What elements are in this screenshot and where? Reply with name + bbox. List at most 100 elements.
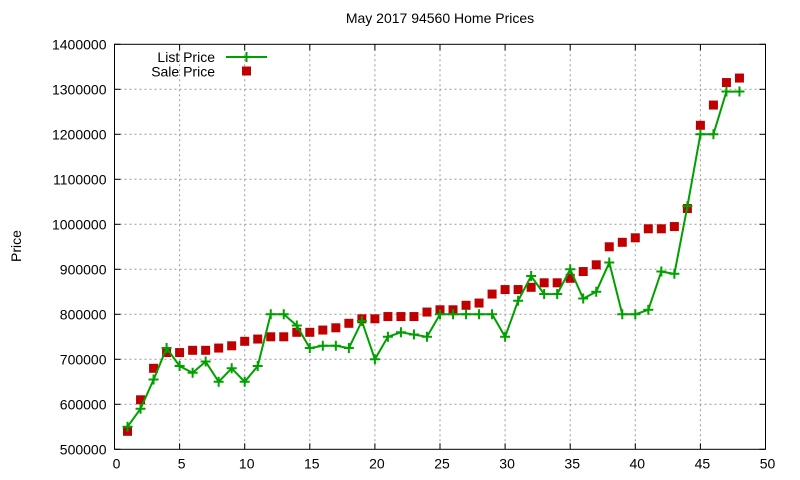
- legend-sale-price-label: Sale Price: [151, 64, 215, 80]
- list-price-marker: [148, 374, 159, 385]
- sale-price-marker: [305, 327, 315, 337]
- sale-price-marker: [188, 345, 198, 355]
- list-price-marker: [552, 289, 563, 300]
- x-tick-label: 40: [630, 455, 646, 471]
- list-price-marker: [565, 264, 576, 275]
- list-price-marker: [317, 340, 328, 351]
- list-price-marker: [734, 86, 745, 97]
- sale-price-marker: [539, 278, 549, 288]
- y-tick-label: 1400000: [52, 36, 107, 52]
- y-tick-label: 1000000: [52, 216, 107, 232]
- sale-price-marker: [487, 289, 497, 299]
- sale-price-marker: [474, 298, 484, 308]
- sale-price-marker: [344, 318, 354, 328]
- list-price-marker: [643, 304, 654, 315]
- list-price-marker: [330, 340, 341, 351]
- y-tick-label: 700000: [60, 351, 107, 367]
- sale-price-marker: [227, 341, 237, 351]
- sale-price-marker: [630, 233, 640, 243]
- sale-price-marker: [214, 343, 224, 353]
- list-price-marker: [526, 271, 537, 282]
- y-tick-label: 1100000: [53, 171, 107, 187]
- sale-price-marker: [578, 267, 588, 277]
- sale-price-marker: [695, 120, 705, 130]
- list-price-marker: [135, 403, 146, 414]
- list-price-marker: [421, 331, 432, 342]
- sale-price-marker: [669, 222, 679, 232]
- list-price-marker: [200, 356, 211, 367]
- x-tick-label: 15: [304, 455, 320, 471]
- list-price-marker: [356, 316, 367, 327]
- y-tick-label: 1300000: [52, 81, 107, 97]
- legend-list-price-sample-marker: [241, 52, 252, 62]
- list-price-marker: [474, 309, 485, 320]
- list-price-marker: [291, 320, 302, 331]
- sale-price-marker: [708, 100, 718, 110]
- list-price-marker: [682, 201, 693, 212]
- x-tick-label: 35: [564, 455, 580, 471]
- list-price-marker: [226, 363, 237, 374]
- sale-price-marker: [526, 282, 536, 292]
- sale-price-marker: [617, 237, 627, 247]
- sale-price-marker: [175, 348, 185, 358]
- sale-price-marker: [383, 312, 393, 322]
- list-price-marker: [252, 361, 263, 372]
- x-tick-label: 20: [369, 455, 385, 471]
- x-tick-label: 45: [695, 455, 711, 471]
- list-price-marker: [395, 327, 406, 338]
- list-price-marker: [213, 376, 224, 387]
- sale-price-marker: [721, 78, 731, 88]
- list-price-marker: [408, 329, 419, 340]
- list-price-marker: [630, 309, 641, 320]
- y-tick-label: 1200000: [52, 126, 107, 142]
- sale-price-marker: [409, 312, 419, 322]
- sale-price-marker: [149, 363, 159, 373]
- list-price-marker: [265, 309, 276, 320]
- sale-price-marker: [136, 395, 146, 405]
- list-price-marker: [539, 289, 550, 300]
- x-tick-label: 25: [434, 455, 450, 471]
- sale-price-marker: [422, 307, 432, 317]
- list-price-marker: [161, 343, 172, 354]
- list-price-marker: [239, 376, 250, 387]
- list-price-marker: [122, 421, 133, 432]
- sale-price-marker: [643, 224, 653, 234]
- x-tick-label: 5: [178, 455, 186, 471]
- sale-price-marker: [331, 323, 341, 333]
- list-price-marker: [461, 309, 472, 320]
- sale-price-marker: [279, 332, 289, 342]
- y-tick-label: 500000: [60, 441, 107, 457]
- sale-price-marker: [565, 273, 575, 283]
- list-price-line: [126, 90, 740, 428]
- sale-price-marker: [253, 334, 263, 344]
- list-price-marker: [187, 367, 198, 378]
- list-price-marker: [578, 293, 589, 304]
- chart-title: May 2017 94560 Home Prices: [345, 10, 535, 26]
- list-price-marker: [369, 354, 380, 365]
- legend-sale-price-sample-marker: [242, 66, 251, 76]
- list-price-marker: [278, 309, 289, 320]
- x-tick-label: 50: [760, 455, 776, 471]
- sale-price-marker: [591, 260, 601, 270]
- sale-price-marker: [396, 312, 406, 322]
- sale-price-marker: [513, 285, 523, 295]
- x-tick-label: 10: [239, 455, 255, 471]
- sale-price-marker: [552, 278, 562, 288]
- legend-list-price-label: List Price: [157, 49, 215, 65]
- sale-price-marker: [500, 285, 510, 295]
- list-price-marker: [721, 86, 732, 97]
- list-price-marker: [435, 309, 445, 320]
- y-tick-label: 900000: [60, 261, 107, 277]
- list-price-marker: [656, 266, 667, 277]
- x-tick-label: 30: [499, 455, 515, 471]
- list-price-marker: [448, 309, 459, 320]
- sale-price-marker: [240, 336, 250, 346]
- sale-price-marker: [266, 332, 276, 342]
- list-price-marker: [617, 309, 628, 320]
- sale-price-marker: [201, 345, 211, 355]
- x-tick-label: 0: [113, 455, 121, 471]
- sale-price-marker: [461, 300, 471, 310]
- sale-price-marker: [318, 325, 328, 335]
